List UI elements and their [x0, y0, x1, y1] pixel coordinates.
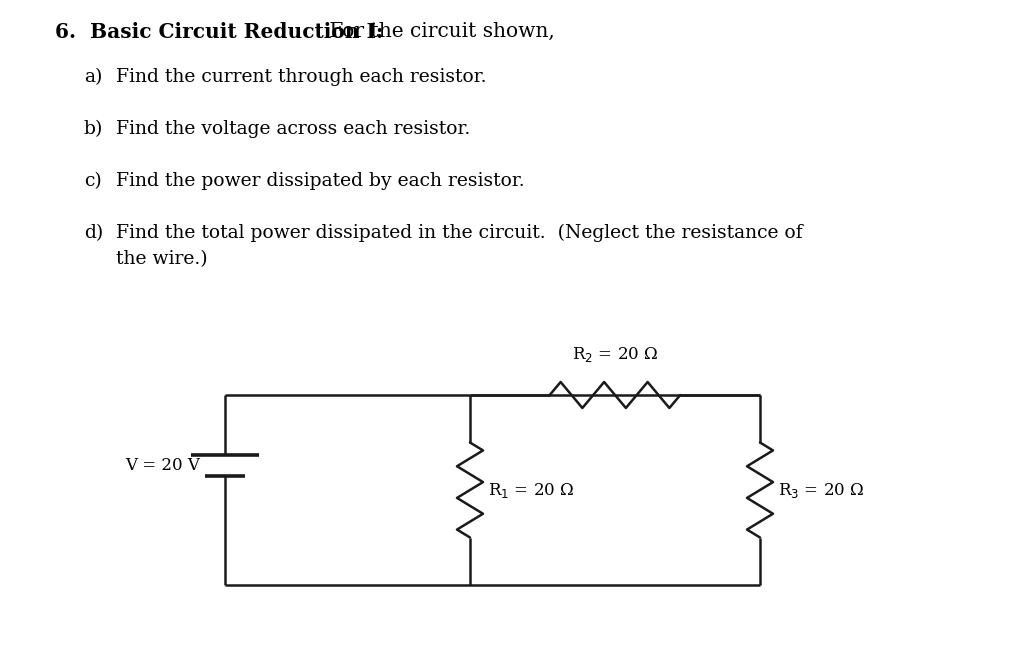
Text: a): a): [84, 68, 102, 86]
Text: Find the power dissipated by each resistor.: Find the power dissipated by each resist…: [116, 172, 524, 190]
Text: Find the voltage across each resistor.: Find the voltage across each resistor.: [116, 120, 470, 138]
Text: 6.  Basic Circuit Reduction I:: 6. Basic Circuit Reduction I:: [55, 22, 383, 42]
Text: R$_3$ = 20 Ω: R$_3$ = 20 Ω: [778, 480, 864, 500]
Text: b): b): [84, 120, 103, 138]
Text: Find the total power dissipated in the circuit.  (Neglect the resistance of: Find the total power dissipated in the c…: [116, 224, 803, 243]
Text: R$_1$ = 20 Ω: R$_1$ = 20 Ω: [488, 480, 574, 500]
Text: Find the current through each resistor.: Find the current through each resistor.: [116, 68, 486, 86]
Text: the wire.): the wire.): [116, 250, 207, 268]
Text: d): d): [84, 224, 103, 243]
Text: For the circuit shown,: For the circuit shown,: [323, 22, 555, 41]
Text: V = 20 V: V = 20 V: [125, 457, 200, 474]
Text: R$_2$ = 20 Ω: R$_2$ = 20 Ω: [571, 345, 658, 364]
Text: c): c): [84, 172, 101, 190]
